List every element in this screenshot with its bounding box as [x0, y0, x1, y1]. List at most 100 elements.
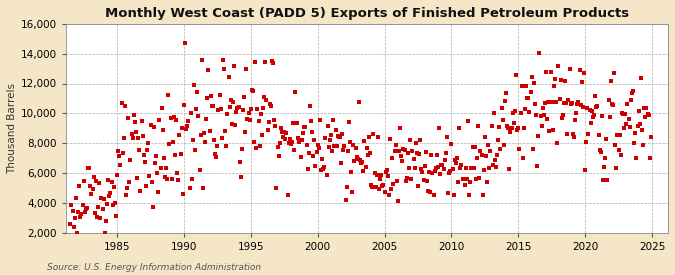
Point	[332, 134, 343, 139]
Point	[300, 125, 310, 129]
Point	[246, 107, 256, 111]
Point	[447, 167, 458, 172]
Point	[628, 89, 639, 93]
Point	[571, 111, 582, 115]
Text: Source: U.S. Energy Information Administration: Source: U.S. Energy Information Administ…	[47, 263, 261, 272]
Point	[481, 154, 491, 158]
Point	[263, 120, 274, 124]
Point	[591, 105, 601, 109]
Point	[83, 166, 94, 171]
Point	[233, 104, 244, 109]
Point	[443, 191, 454, 196]
Point	[643, 113, 654, 117]
Point	[645, 156, 655, 160]
Point	[529, 81, 539, 85]
Point	[287, 140, 298, 144]
Point	[310, 164, 321, 168]
Point	[457, 177, 468, 181]
Point	[140, 184, 151, 188]
Point	[462, 177, 472, 182]
Point	[508, 110, 518, 115]
Point	[192, 90, 202, 94]
Point	[338, 147, 349, 152]
Point	[531, 113, 541, 117]
Point	[232, 106, 243, 110]
Point	[210, 152, 221, 156]
Point	[438, 167, 449, 171]
Point	[224, 105, 235, 109]
Point	[153, 190, 164, 195]
Point	[359, 139, 370, 143]
Point	[286, 142, 296, 147]
Point	[450, 160, 461, 165]
Point	[375, 177, 385, 181]
Point	[395, 126, 406, 130]
Point	[196, 58, 207, 62]
Point	[259, 95, 269, 99]
Point	[502, 124, 512, 128]
Point	[207, 104, 218, 108]
Point	[486, 123, 497, 128]
Point	[124, 179, 135, 184]
Point	[393, 199, 404, 204]
Point	[157, 128, 168, 132]
Point	[575, 102, 586, 107]
Point	[415, 138, 426, 142]
Point	[352, 157, 363, 161]
Point	[315, 118, 325, 123]
Point	[262, 127, 273, 132]
Point	[111, 214, 122, 218]
Point	[425, 189, 435, 194]
Point	[506, 126, 517, 130]
Point	[236, 175, 246, 179]
Point	[426, 152, 437, 157]
Point	[128, 136, 138, 140]
Point	[105, 190, 116, 195]
Point	[479, 168, 489, 172]
Point	[162, 177, 173, 182]
Point	[227, 100, 238, 104]
Point	[159, 175, 170, 179]
Point	[443, 170, 454, 175]
Point	[635, 75, 646, 80]
Point	[92, 214, 103, 219]
Point	[568, 132, 578, 136]
Point	[427, 171, 438, 175]
Point	[252, 107, 263, 111]
Point	[325, 138, 335, 142]
Point	[174, 133, 185, 137]
Point	[604, 114, 615, 119]
Point	[412, 183, 423, 188]
Point	[383, 174, 394, 178]
Point	[626, 90, 637, 95]
Point	[146, 180, 157, 184]
Point	[526, 75, 537, 79]
Point	[195, 133, 206, 138]
Point	[381, 167, 392, 172]
Point	[525, 90, 536, 95]
Point	[629, 141, 640, 145]
Point	[505, 130, 516, 134]
Point	[345, 140, 356, 145]
Point	[549, 83, 560, 88]
Point	[316, 168, 327, 172]
Point	[638, 143, 649, 147]
Point	[164, 142, 175, 146]
Point	[410, 141, 421, 145]
Point	[614, 133, 625, 137]
Point	[377, 184, 387, 189]
Point	[417, 169, 428, 174]
Point	[76, 212, 87, 216]
Point	[421, 150, 431, 154]
Point	[182, 124, 192, 128]
Point	[78, 179, 89, 183]
Title: Monthly West Coast (PADD 5) Exports of Finished Petroleum Products: Monthly West Coast (PADD 5) Exports of F…	[105, 7, 629, 20]
Point	[82, 206, 92, 210]
Point	[275, 141, 286, 145]
Point	[200, 139, 211, 144]
Point	[613, 148, 624, 152]
Point	[537, 106, 548, 110]
Point	[534, 51, 545, 55]
Point	[126, 131, 137, 136]
Point	[414, 152, 425, 156]
